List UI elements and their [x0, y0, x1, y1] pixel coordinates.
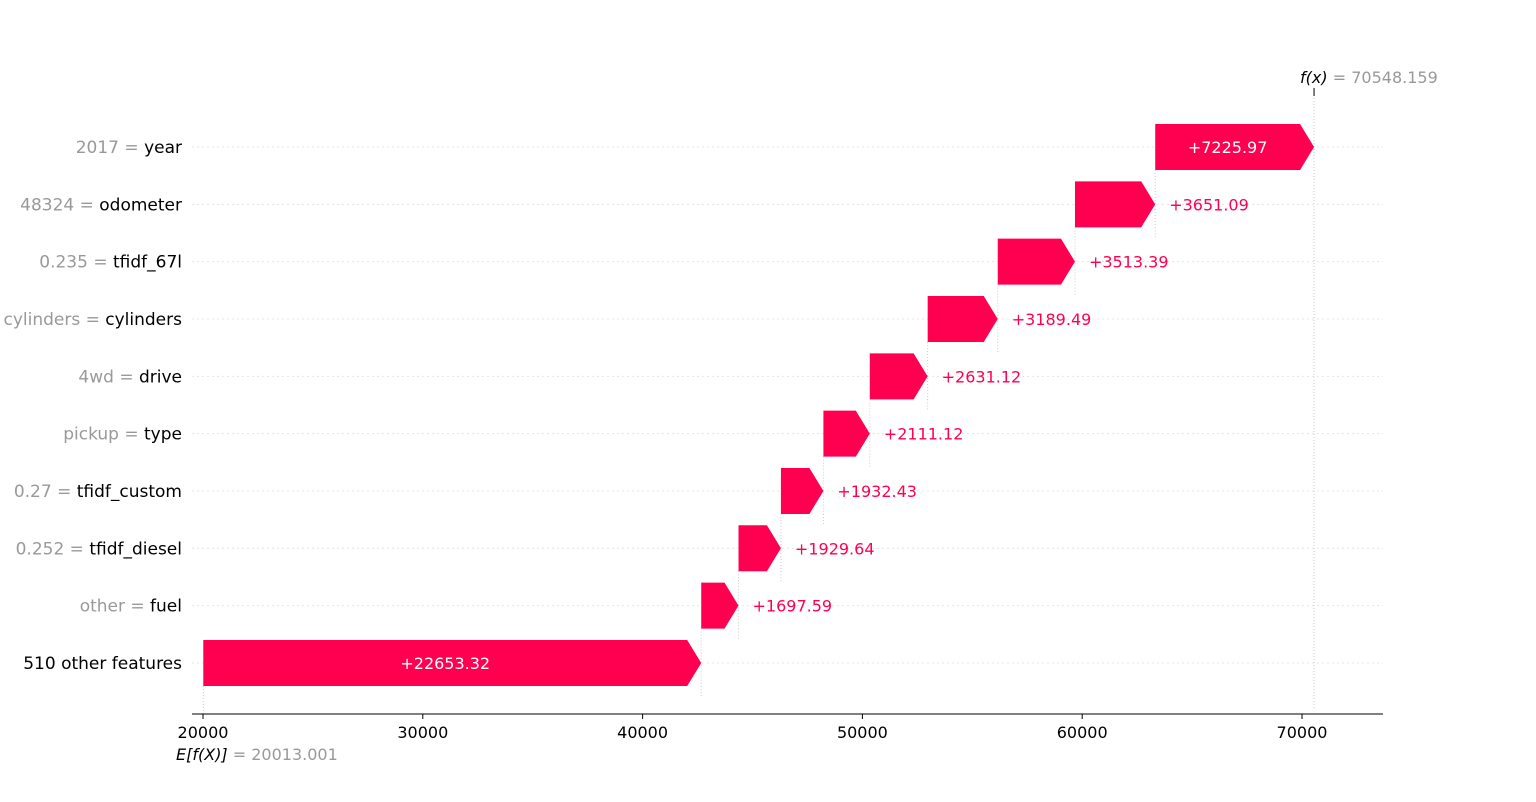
- x-tick-label: 40000: [617, 723, 668, 742]
- waterfall-bar: [738, 525, 781, 572]
- feature-label: 510 other features: [23, 654, 182, 674]
- bar-value-label: +3189.49: [1012, 310, 1092, 329]
- base-value-annotation: E[f(X)] = 20013.001: [176, 745, 338, 764]
- feature-name: fuel: [150, 597, 182, 617]
- bar-value-label: +22653.32: [400, 654, 490, 673]
- feature-name: drive: [139, 367, 182, 387]
- feature-name: type: [144, 425, 182, 445]
- feature-label: 48324 = odometer: [20, 195, 182, 215]
- waterfall-bar: [869, 353, 928, 400]
- waterfall-bar: [701, 582, 739, 629]
- waterfall-bar: [927, 295, 998, 342]
- feature-label: cylinders = cylinders: [3, 310, 182, 330]
- bar-value-label: +1697.59: [753, 597, 833, 616]
- feature-name: 510 other features: [23, 654, 182, 674]
- feature-value: pickup =: [63, 425, 144, 445]
- bar-value-label: +7225.97: [1188, 138, 1268, 157]
- feature-name: tfidf_diesel: [89, 539, 182, 559]
- waterfall-bar: [780, 467, 824, 514]
- waterfall-bar: [823, 410, 870, 457]
- output-value-number: = 70548.159: [1328, 68, 1438, 87]
- base-value-number: = 20013.001: [228, 745, 338, 764]
- feature-name: tfidf_67l: [113, 253, 182, 273]
- feature-name: year: [144, 138, 182, 158]
- feature-value: cylinders =: [3, 310, 105, 330]
- feature-name: odometer: [99, 195, 182, 215]
- bar-value-label: +3513.39: [1089, 253, 1169, 272]
- bar-value-label: +2111.12: [884, 425, 964, 444]
- feature-value: 0.252 =: [16, 539, 90, 559]
- feature-label: other = fuel: [80, 597, 182, 617]
- bar-value-label: +3651.09: [1169, 195, 1249, 214]
- feature-value: 48324 =: [20, 195, 99, 215]
- feature-label: 2017 = year: [76, 138, 182, 158]
- x-tick-label: 70000: [1277, 723, 1328, 742]
- feature-value: 0.235 =: [39, 253, 113, 273]
- bar-value-label: +2631.12: [942, 367, 1022, 386]
- feature-label: 0.252 = tfidf_diesel: [16, 539, 182, 559]
- feature-value: 0.27 =: [14, 482, 77, 502]
- feature-name: tfidf_custom: [77, 482, 182, 502]
- feature-label: pickup = type: [63, 425, 182, 445]
- output-value-label: f(x): [1300, 68, 1328, 87]
- base-value-label: E[f(X)]: [176, 745, 228, 764]
- waterfall-bar: [997, 238, 1075, 285]
- feature-value: 4wd =: [78, 367, 139, 387]
- x-tick-label: 20000: [178, 723, 229, 742]
- feature-value: 2017 =: [76, 138, 144, 158]
- feature-value: other =: [80, 597, 150, 617]
- x-tick-label: 50000: [837, 723, 888, 742]
- x-tick-label: 30000: [397, 723, 448, 742]
- feature-label: 4wd = drive: [78, 367, 182, 387]
- waterfall-bar: [1155, 124, 1315, 170]
- feature-name: cylinders: [105, 310, 182, 330]
- feature-label: 0.27 = tfidf_custom: [14, 482, 182, 502]
- x-tick-label: 60000: [1057, 723, 1108, 742]
- feature-label: 0.235 = tfidf_67l: [39, 253, 182, 273]
- output-value-annotation: f(x) = 70548.159: [1300, 68, 1438, 87]
- waterfall-bar: [203, 639, 702, 686]
- bar-value-label: +1929.64: [795, 539, 875, 558]
- waterfall-bar: [1074, 181, 1156, 228]
- bar-value-label: +1932.43: [837, 482, 917, 501]
